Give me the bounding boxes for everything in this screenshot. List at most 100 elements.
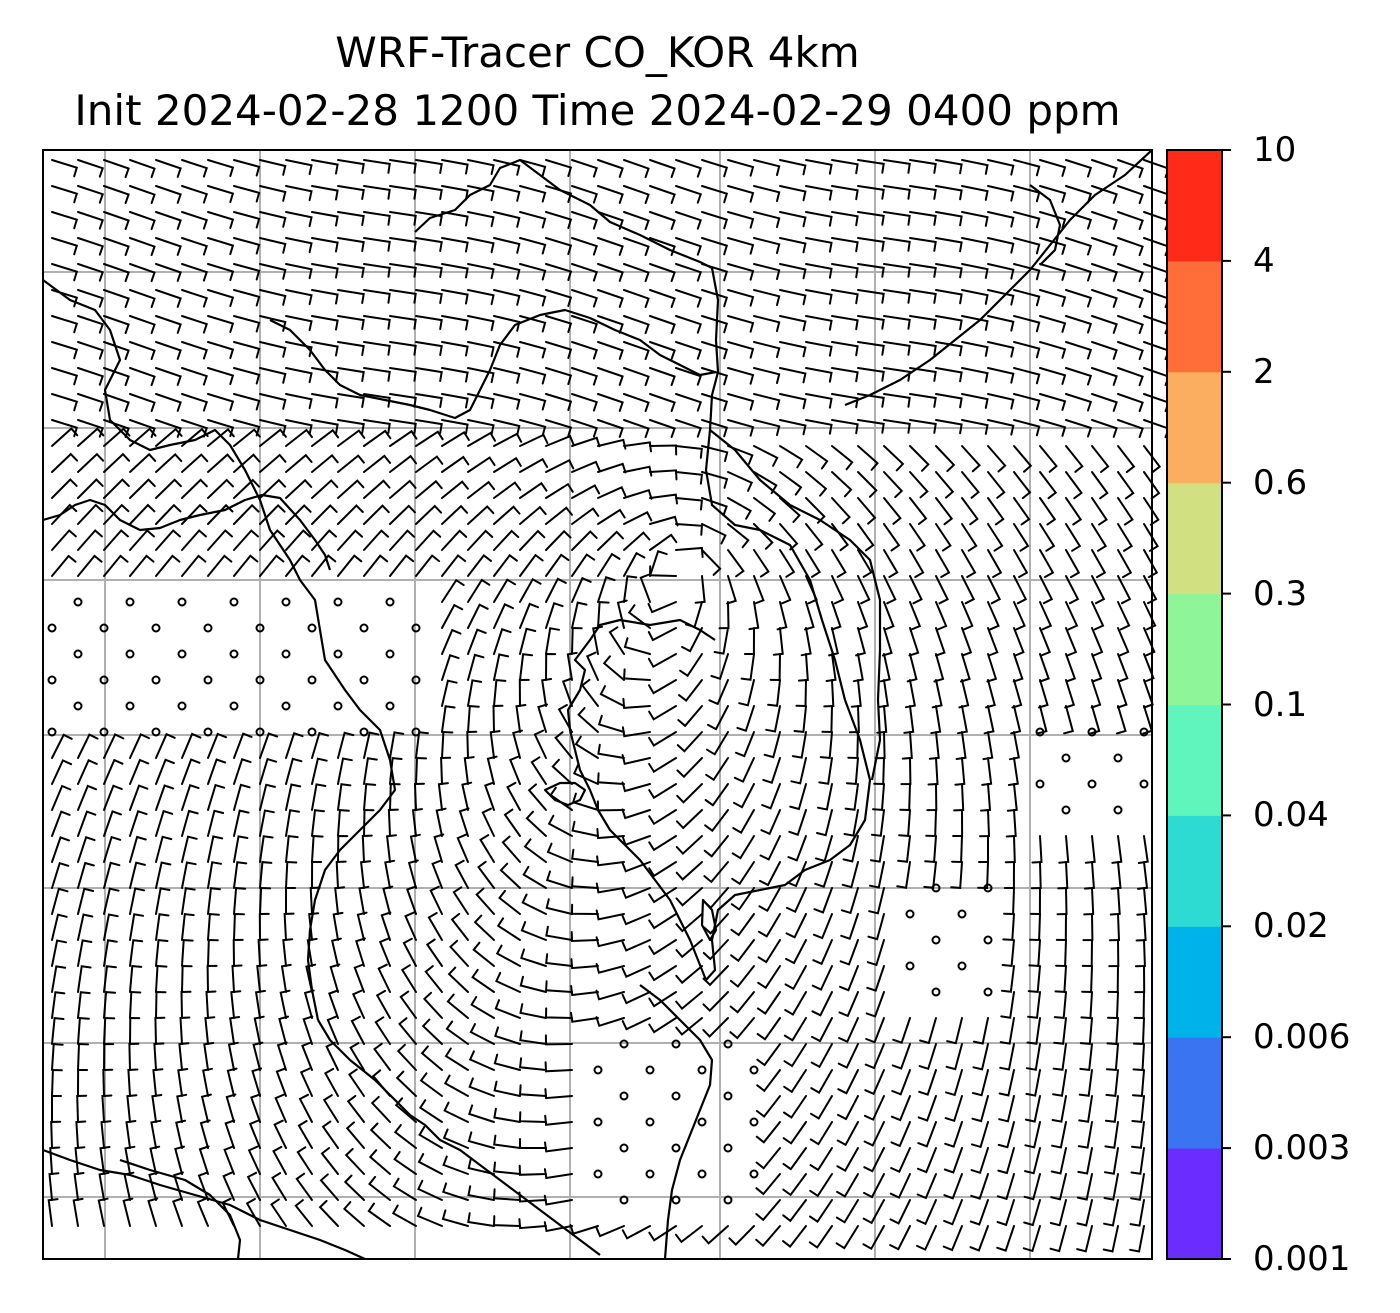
wind-barb [857,419,885,434]
wind-barb [129,185,156,205]
wind-barb [1013,471,1032,500]
wind-barb [77,452,105,473]
wind-barb [961,575,976,605]
wind-barb [785,939,807,965]
wind-barb [1104,1095,1119,1123]
wind-barb [909,237,937,252]
wind-barb [727,263,755,281]
wind-barb [1013,393,1041,411]
wind-barb [1002,913,1015,941]
wind-barb [418,1126,443,1149]
wind-barb [337,809,350,837]
wind-barb [294,1199,313,1227]
wind-barb [203,1042,215,1071]
wind-barb [729,965,755,988]
wind-barb [1130,1147,1145,1175]
calm-wind-marker [645,1117,655,1127]
wind-barb [427,912,443,941]
wind-barb [1065,575,1080,605]
wind-barb [815,835,833,863]
wind-barb [727,237,755,255]
wind-barb [103,478,130,499]
wind-barb [649,159,676,178]
wind-barb [649,211,676,230]
wind-barb [1117,367,1144,387]
wind-barb [753,185,781,202]
wind-barb [845,757,859,785]
wind-barb [392,1177,417,1201]
wind-barb [857,263,885,278]
wind-barb [417,1179,443,1201]
wind-barb [727,367,755,385]
wind-barb [805,263,833,279]
wind-barb [883,393,911,408]
wind-barb [363,367,391,382]
wind-barb [337,757,353,785]
wind-barb [155,913,170,941]
wind-barb [623,315,650,335]
wind-barb [987,445,1007,473]
wind-barb [415,430,444,447]
wind-barb [545,506,573,525]
wind-barb [328,989,339,1019]
wind-barb [843,809,859,837]
wind-barb [279,989,291,1019]
wind-barb [675,991,703,1011]
wind-barb [493,237,521,254]
wind-barb [467,578,491,603]
wind-barb [259,554,285,577]
wind-barb [779,315,807,332]
wind-barb [155,554,181,577]
wind-barb [259,783,276,811]
wind-barb [155,341,182,360]
wind-barb [727,341,755,359]
wind-barb [155,159,182,178]
calm-wind-marker [229,597,239,607]
calm-wind-marker [307,675,317,685]
wind-barb [571,626,583,655]
wind-barb [1076,1225,1093,1253]
wind-barb [996,1173,1015,1201]
calm-wind-marker [255,675,265,685]
wind-barb [1057,861,1069,890]
wind-barb [467,1185,495,1201]
wind-barb [1052,1043,1067,1071]
wind-barb [1027,965,1041,993]
wind-barb [805,445,829,470]
wind-barb [522,865,547,889]
wind-barb [415,367,443,382]
wind-barb [441,578,465,603]
wind-barb [321,1120,339,1149]
wind-barb [813,887,833,914]
wind-barb [987,185,1015,202]
colorbar-ticks [1222,149,1231,1260]
wind-barb [772,627,784,656]
wind-barb [259,211,287,228]
wind-barb [506,781,521,811]
wind-barb [467,553,492,577]
wind-barb [890,1121,911,1148]
wind-barb [415,731,429,759]
wind-barb [519,341,547,359]
wind-barb [1117,419,1144,439]
wind-barb [363,159,391,174]
wind-barb [545,341,573,360]
wind-barb [571,263,598,282]
wind-barb [1065,185,1093,204]
wind-barb [259,367,287,384]
wind-barb [1037,679,1049,709]
wind-barb [285,289,313,306]
wind-barb [621,913,651,926]
wind-barb [415,455,444,473]
wind-barb [181,237,208,256]
wind-barb [987,289,1015,306]
wind-barb [570,903,599,915]
wind-barb [831,419,859,435]
wind-barb [857,601,869,631]
wind-barb [259,419,287,436]
wind-barb [869,835,885,863]
wind-barb [729,991,755,1014]
wind-barb [729,1017,755,1040]
wind-barb [204,1016,216,1045]
wind-barb [415,479,443,499]
